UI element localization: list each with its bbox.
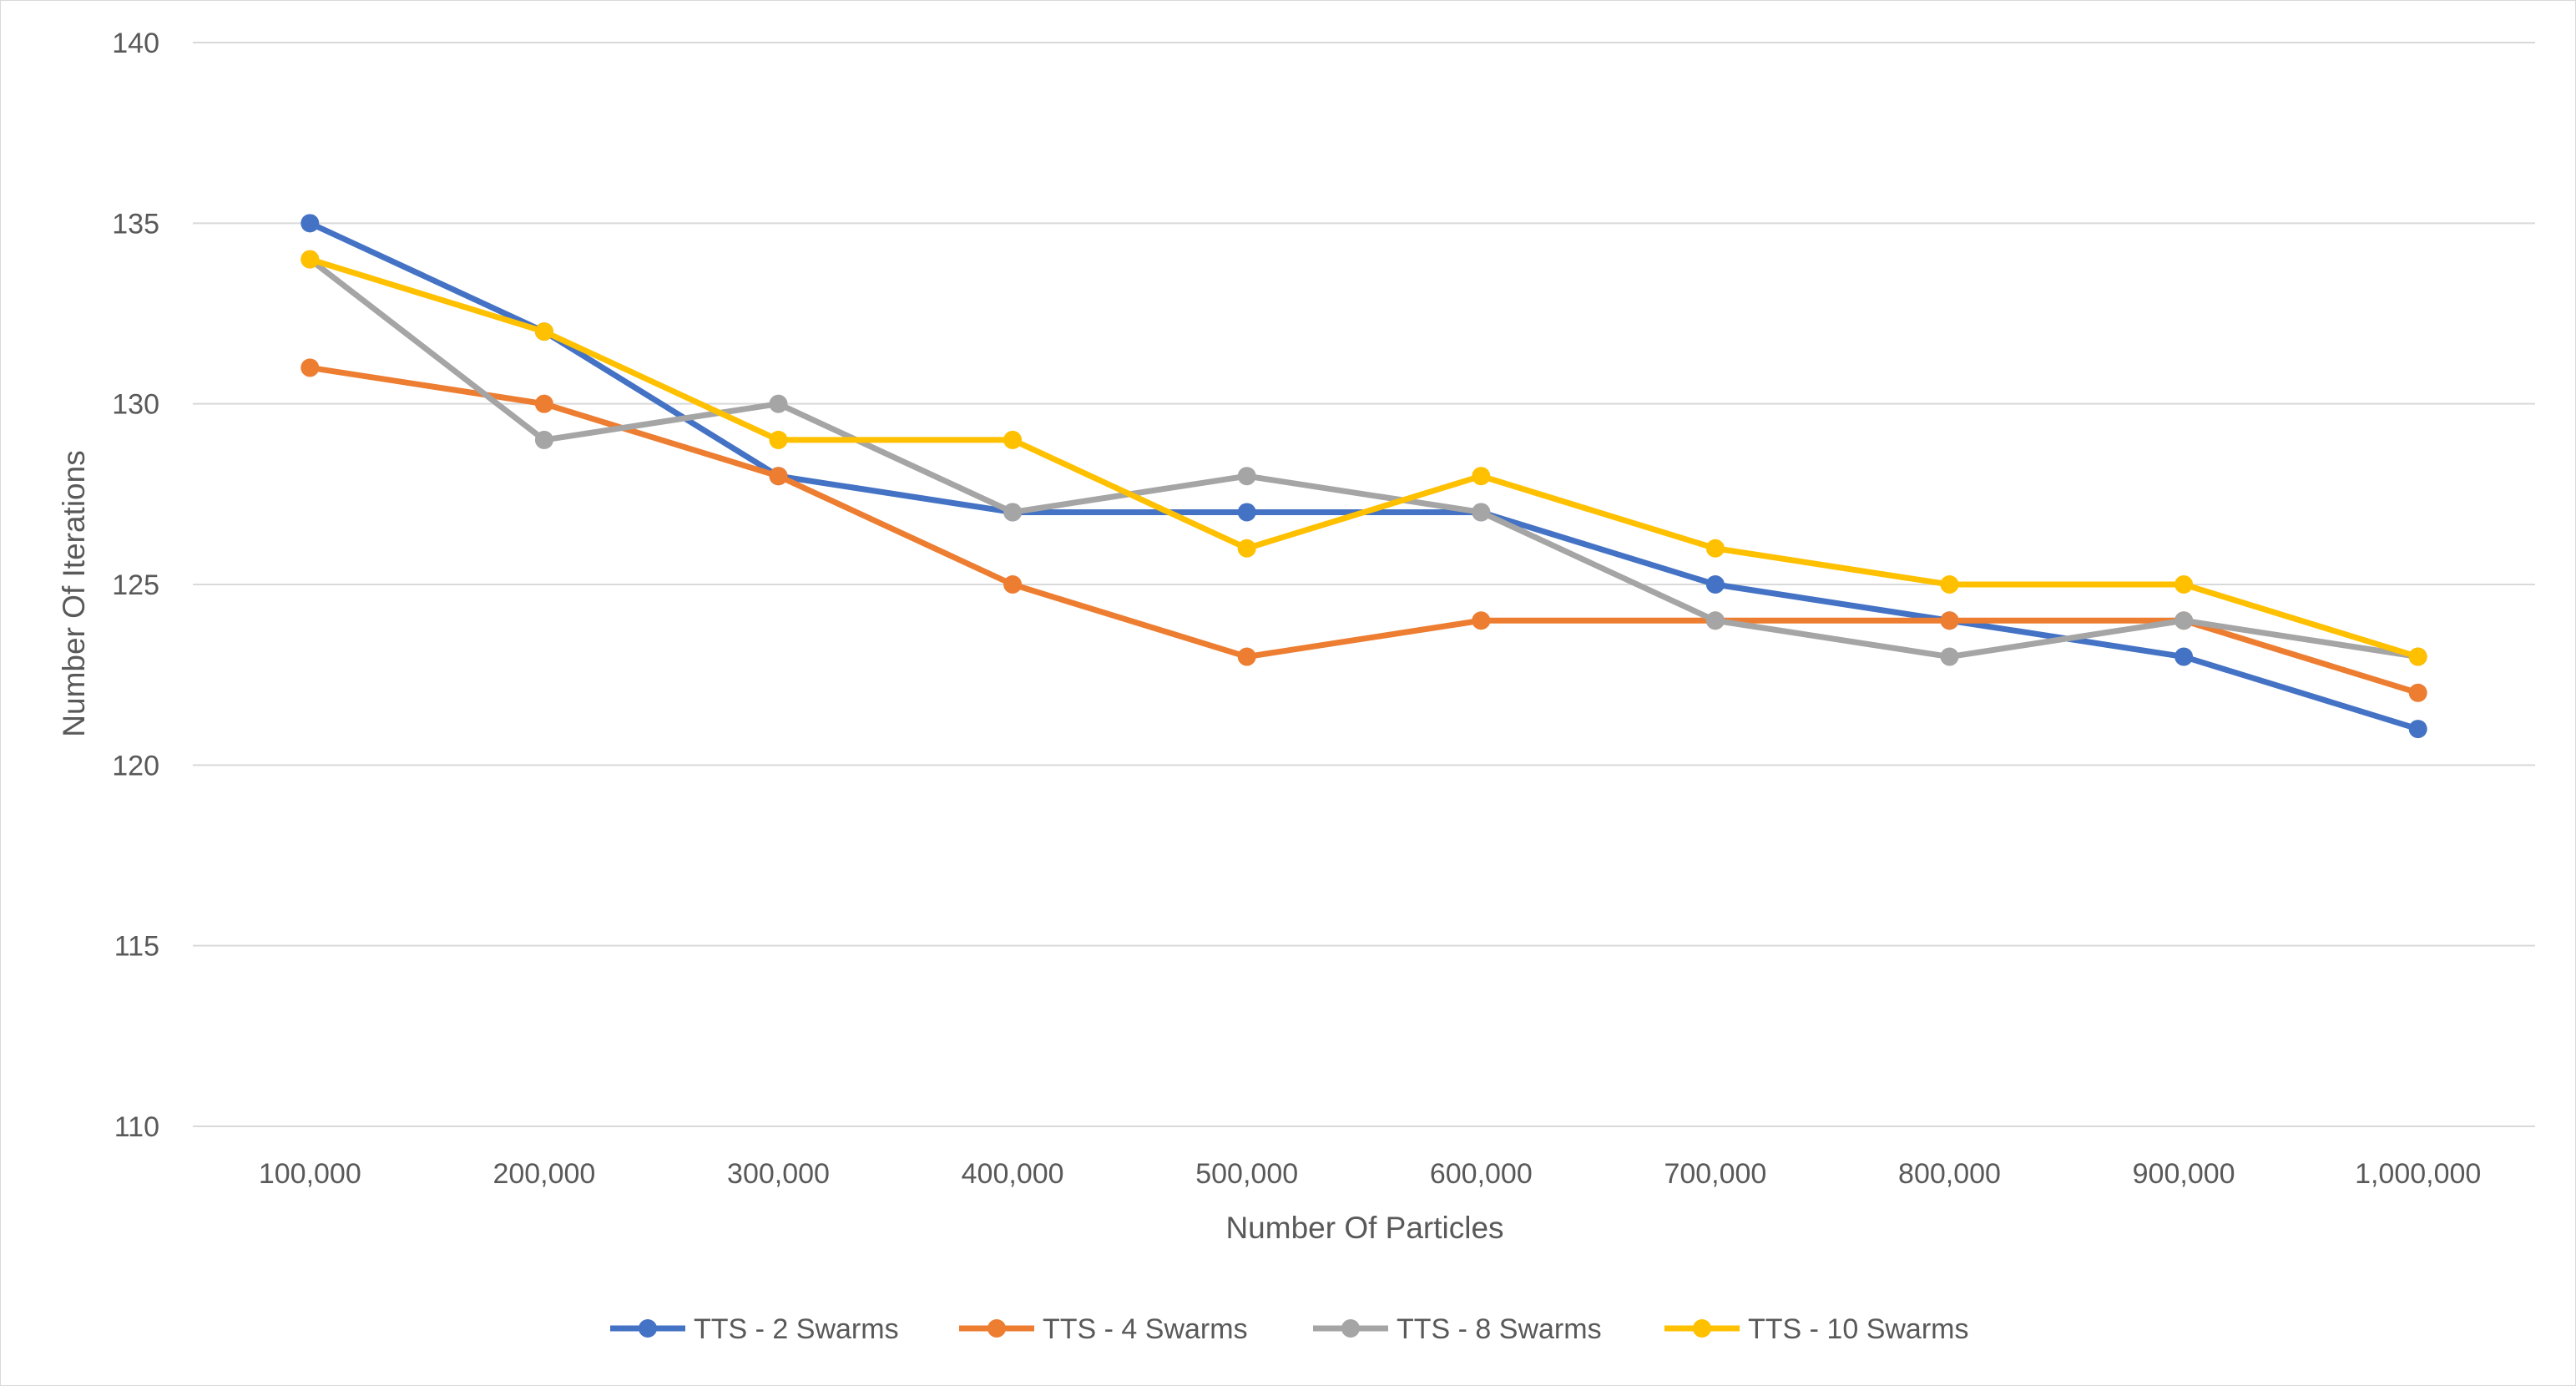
legend-swatch-marker — [1341, 1319, 1360, 1338]
y-tick-label: 110 — [114, 1111, 159, 1143]
data-point — [1705, 611, 1725, 630]
data-point — [1472, 467, 1491, 486]
data-point — [1003, 503, 1023, 522]
data-point — [1472, 503, 1491, 522]
data-point — [534, 394, 553, 413]
series-1 — [301, 214, 2427, 739]
x-axis-title: Number Of Particles — [1225, 1211, 1503, 1245]
legend-item: TTS - 2 Swarms — [610, 1313, 899, 1345]
data-point — [1940, 647, 1959, 666]
data-point — [2408, 720, 2427, 739]
gridlines — [193, 42, 2535, 1127]
series-line — [306, 220, 2422, 732]
data-point — [769, 430, 788, 449]
series-4 — [301, 250, 2427, 666]
x-axis-ticks: 100,000 200,000 300,000 400,000 500,000 600,0… — [259, 1158, 2481, 1190]
x-tick-label: 200,000 — [492, 1158, 595, 1190]
data-point — [1003, 430, 1023, 449]
data-point — [2174, 647, 2194, 666]
data-point — [301, 358, 320, 377]
data-point — [1940, 575, 1959, 594]
data-point — [2174, 611, 2194, 630]
data-point — [1237, 647, 1256, 666]
data-point — [769, 467, 788, 486]
legend: TTS - 2 Swarms TTS - 4 Swarms TTS - 8 Swar… — [610, 1313, 1968, 1345]
data-point — [1705, 575, 1725, 594]
legend-label: TTS - 2 Swarms — [694, 1313, 899, 1345]
data-point — [2174, 575, 2194, 594]
series-lines — [301, 214, 2427, 739]
data-point — [1237, 503, 1256, 522]
x-tick-label: 600,000 — [1430, 1158, 1533, 1190]
x-tick-label: 1,000,000 — [2355, 1158, 2481, 1190]
data-point — [301, 214, 320, 233]
data-point — [1003, 575, 1023, 594]
y-tick-label: 130 — [112, 389, 159, 421]
data-point — [769, 394, 788, 413]
series-2 — [301, 358, 2427, 702]
legend-swatch-marker — [639, 1319, 657, 1338]
legend-item: TTS - 10 Swarms — [1664, 1313, 1968, 1345]
y-axis-ticks: 110 115 120 125 130 135 140 — [112, 28, 159, 1143]
data-point — [534, 430, 553, 449]
series-line — [306, 364, 2422, 696]
data-point — [1237, 539, 1256, 558]
data-point — [301, 250, 320, 269]
x-tick-label: 300,000 — [727, 1158, 830, 1190]
legend-label: TTS - 4 Swarms — [1043, 1313, 1248, 1345]
y-tick-label: 135 — [112, 208, 159, 240]
data-point — [534, 322, 553, 341]
data-point — [1472, 611, 1491, 630]
y-tick-label: 140 — [112, 28, 159, 59]
legend-swatch-marker — [1693, 1319, 1711, 1338]
x-tick-label: 400,000 — [962, 1158, 1064, 1190]
x-tick-label: 800,000 — [1898, 1158, 2001, 1190]
y-tick-label: 120 — [112, 750, 159, 782]
legend-item: TTS - 8 Swarms — [1313, 1313, 1602, 1345]
y-axis-title: Number Of Iterations — [57, 450, 91, 736]
legend-item: TTS - 4 Swarms — [959, 1313, 1248, 1345]
series-line — [306, 256, 2422, 660]
y-tick-label: 115 — [114, 931, 159, 963]
data-point — [1705, 539, 1725, 558]
y-tick-label: 125 — [112, 569, 159, 601]
data-point — [1940, 611, 1959, 630]
series-3 — [301, 250, 2427, 666]
data-point — [1237, 467, 1256, 486]
data-point — [2408, 647, 2427, 666]
legend-swatch-marker — [987, 1319, 1006, 1338]
legend-label: TTS - 8 Swarms — [1397, 1313, 1602, 1345]
x-tick-label: 500,000 — [1195, 1158, 1298, 1190]
legend-label: TTS - 10 Swarms — [1748, 1313, 1968, 1345]
x-tick-label: 700,000 — [1664, 1158, 1766, 1190]
x-tick-label: 100,000 — [259, 1158, 361, 1190]
x-tick-label: 900,000 — [2133, 1158, 2235, 1190]
data-point — [2408, 683, 2427, 702]
series-line — [306, 256, 2422, 660]
